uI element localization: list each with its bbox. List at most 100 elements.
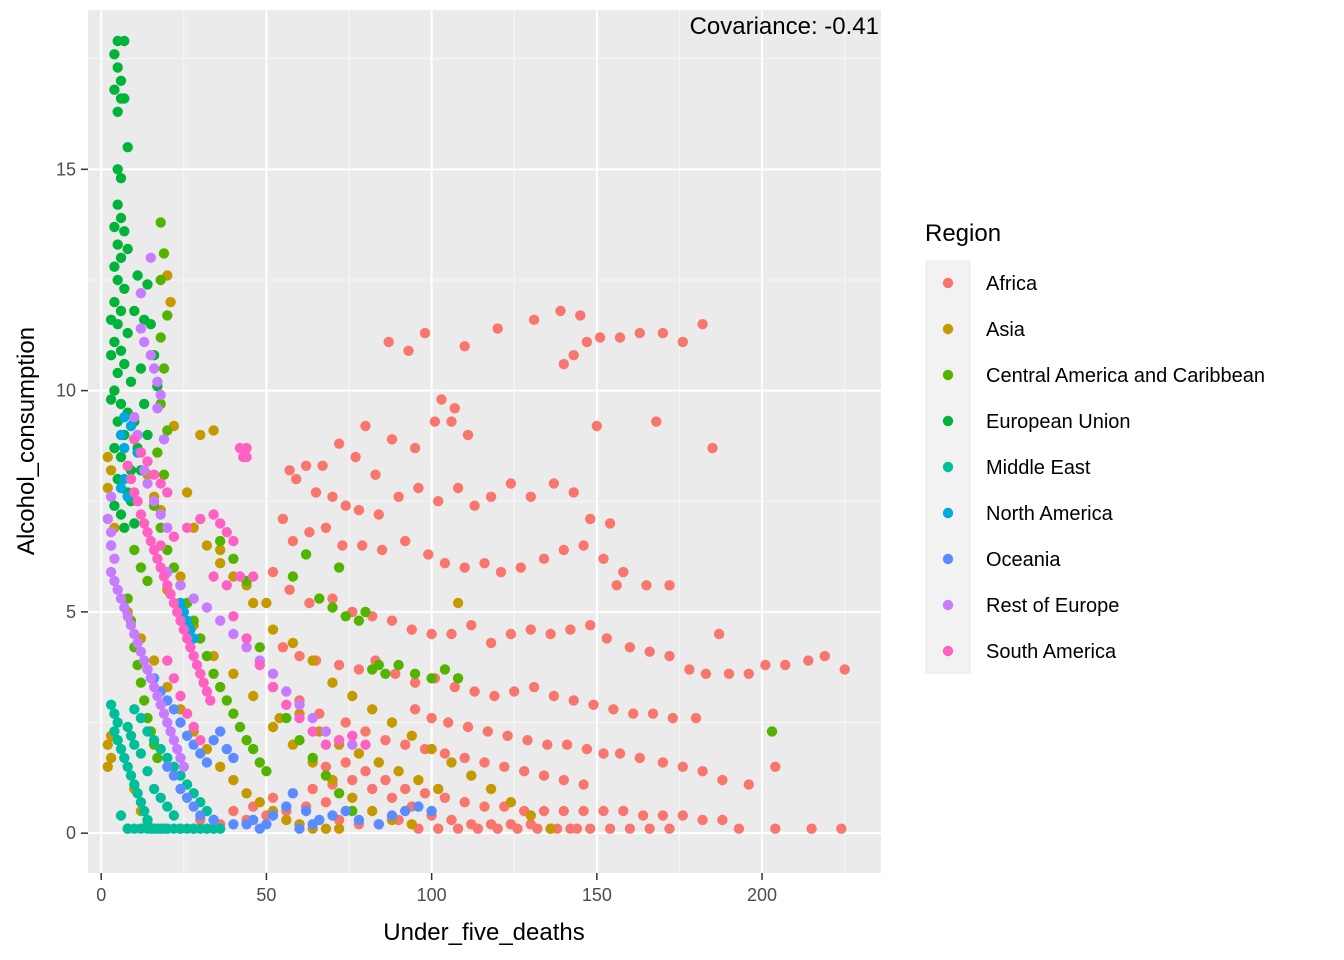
x-tick-label: 150 [582, 885, 612, 905]
data-point [105, 350, 117, 361]
data-point [304, 597, 315, 609]
data-point [439, 748, 451, 759]
data-point [281, 814, 292, 826]
data-point [585, 823, 596, 834]
data-point [132, 637, 143, 649]
data-point [700, 668, 712, 679]
data-point [479, 558, 490, 569]
data-point [360, 726, 371, 737]
data-point [525, 624, 536, 635]
data-point [433, 823, 444, 834]
data-point [373, 509, 384, 520]
data-point [168, 531, 180, 542]
data-point [347, 774, 358, 786]
data-point [115, 429, 127, 441]
data-point [158, 248, 170, 259]
data-point [142, 429, 153, 441]
data-point [489, 690, 500, 702]
data-point [542, 739, 553, 750]
data-point [459, 562, 470, 573]
data-point [248, 743, 259, 755]
data-point [109, 553, 120, 564]
data-point [148, 655, 160, 666]
data-point [628, 708, 639, 719]
legend-key [942, 323, 954, 335]
y-tick-label: 0 [66, 823, 76, 843]
data-point [201, 757, 213, 768]
data-point [129, 779, 140, 790]
data-point [105, 699, 117, 710]
data-point [241, 451, 252, 463]
data-point [162, 761, 173, 772]
data-point [139, 465, 150, 476]
data-point [215, 544, 226, 556]
data-point [449, 403, 460, 414]
data-point [538, 553, 550, 564]
data-point [320, 761, 332, 772]
legend-key [942, 415, 954, 427]
data-point [112, 106, 123, 118]
data-point [525, 810, 536, 821]
data-point [215, 761, 226, 772]
data-point [152, 403, 163, 414]
data-point [413, 801, 424, 812]
data-point [400, 535, 411, 547]
data-point [353, 615, 365, 626]
data-point [558, 358, 569, 370]
data-point [195, 735, 206, 746]
data-point [677, 761, 688, 772]
data-point [162, 487, 173, 498]
data-point [462, 429, 474, 441]
data-point [165, 296, 176, 308]
data-point [419, 327, 431, 339]
data-point [267, 668, 279, 679]
data-point [353, 814, 365, 826]
data-point [466, 620, 477, 631]
data-point [112, 717, 123, 728]
data-point [320, 739, 332, 750]
data-point [119, 35, 130, 47]
data-point [426, 805, 437, 817]
data-point [198, 677, 209, 688]
data-point [155, 332, 166, 343]
data-point [122, 721, 133, 733]
data-point [145, 535, 156, 547]
data-point [109, 500, 120, 511]
y-axis-title: Alcohol_consumption [13, 327, 40, 555]
data-point [466, 770, 477, 781]
data-point [205, 695, 216, 706]
data-point [142, 664, 153, 675]
data-point [135, 712, 147, 724]
data-point [697, 814, 708, 826]
data-point [145, 350, 156, 361]
data-point [446, 628, 457, 640]
data-point [581, 743, 593, 755]
data-point [158, 708, 170, 719]
data-point [129, 305, 140, 317]
data-point [125, 770, 137, 781]
data-point [105, 540, 117, 551]
data-point [307, 655, 318, 666]
data-point [376, 544, 388, 556]
data-point [294, 699, 305, 710]
data-point [119, 226, 130, 237]
data-point [565, 624, 576, 635]
data-point [102, 513, 114, 525]
data-point [423, 549, 434, 560]
data-point [228, 819, 239, 830]
data-point [115, 345, 127, 356]
data-point [148, 496, 160, 507]
data-point [145, 673, 156, 684]
data-point [522, 735, 533, 746]
data-point [519, 766, 530, 777]
data-point [168, 673, 180, 684]
data-point [228, 611, 239, 622]
data-point [320, 823, 332, 834]
data-point [300, 549, 312, 560]
data-point [657, 327, 669, 339]
data-point [175, 717, 186, 728]
data-point [452, 823, 464, 834]
legend-title: Region [925, 220, 1001, 247]
data-point [373, 659, 384, 671]
data-point [228, 774, 239, 786]
